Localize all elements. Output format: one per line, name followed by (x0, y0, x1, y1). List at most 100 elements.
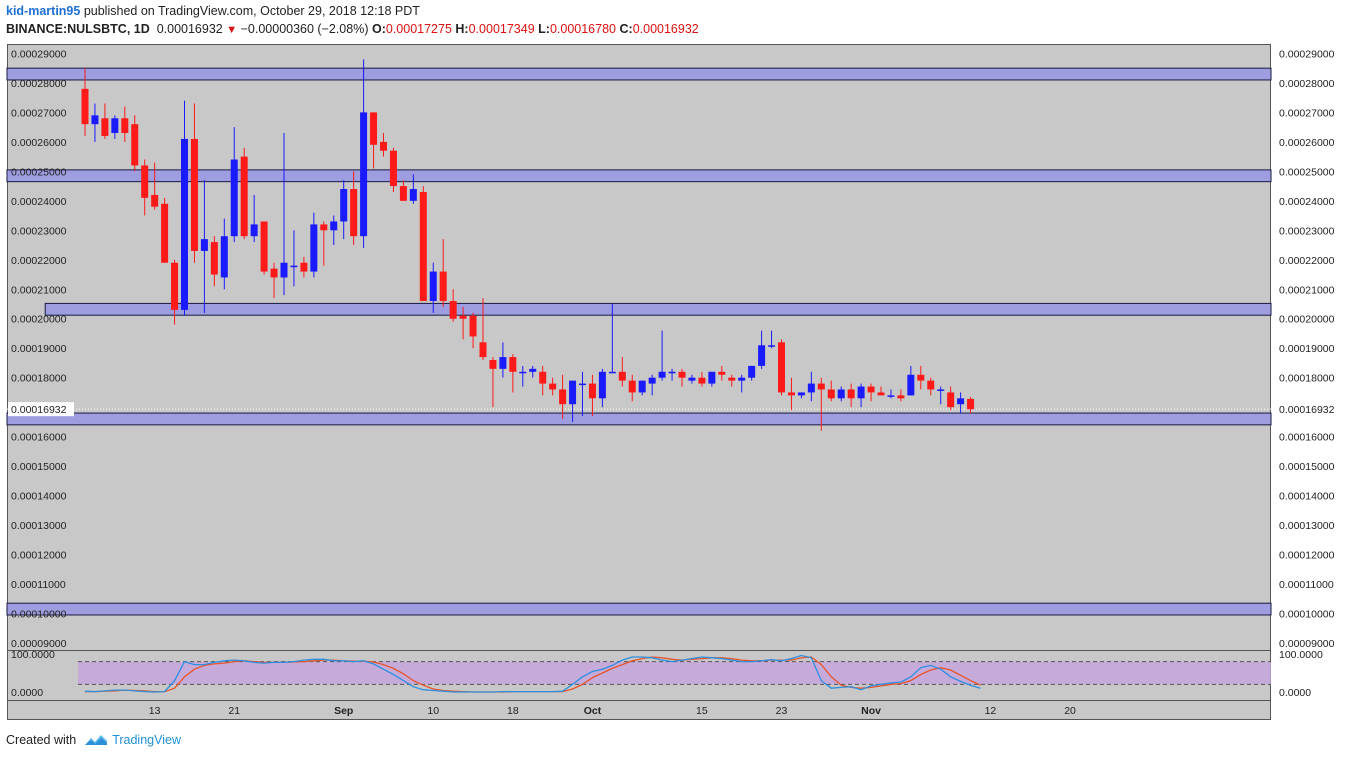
candle (598, 368, 606, 408)
candle-body (728, 377, 736, 381)
candle-body (409, 189, 417, 201)
y-tick-label-left: 0.00014000 (11, 491, 67, 503)
y-tick-label-right: 0.00020000 (1279, 314, 1335, 326)
support-resistance-zone (6, 67, 1272, 81)
y-tick-label-left: 0.00025000 (11, 166, 67, 178)
candle (260, 221, 268, 275)
candle (270, 262, 278, 299)
tradingview-link[interactable]: TradingView (112, 733, 181, 747)
candle (409, 174, 417, 204)
candle (797, 392, 805, 399)
x-tick-label: 23 (776, 705, 788, 717)
candle (628, 374, 636, 402)
y-tick-label-right: 0.00014000 (1279, 491, 1335, 503)
candle (778, 339, 785, 396)
x-tick-label: 12 (985, 705, 997, 717)
candle-body (389, 150, 397, 187)
y-tick-label-right: 0.00029000 (1279, 48, 1335, 60)
candle-body (738, 377, 746, 381)
candle (718, 365, 726, 381)
candle-body (748, 365, 756, 378)
candle-body (917, 374, 925, 381)
x-tick-label: 13 (149, 705, 161, 717)
candle-body (957, 398, 965, 405)
high-label: H: (455, 22, 469, 36)
candle (827, 380, 835, 402)
y-tick-label-left: 0.00020000 (11, 314, 67, 326)
candle-body (897, 395, 905, 399)
y-tick-label-right: 0.00012000 (1279, 550, 1335, 562)
candle (519, 365, 527, 387)
candle (957, 392, 965, 414)
candle (529, 365, 537, 378)
candle-body (807, 383, 815, 393)
candle (469, 312, 477, 349)
candle-body (320, 224, 328, 231)
candle-body (459, 315, 467, 319)
candle-body (658, 371, 666, 378)
y-tick-label-right: 0.00025000 (1279, 166, 1335, 178)
author-link[interactable]: kid-martin95 (6, 4, 81, 18)
last-price-badge-left (8, 402, 74, 417)
footer: Created with TradingView (6, 733, 181, 747)
candle-body (678, 371, 686, 378)
candle (300, 256, 308, 278)
y-tick-label-left: 0.00022000 (11, 255, 67, 267)
down-triangle-icon: ▼ (226, 24, 238, 36)
candle (419, 186, 427, 302)
candle (320, 221, 328, 266)
candle (489, 357, 497, 408)
y-tick-label-right: 0.00023000 (1279, 225, 1335, 237)
candle-body (608, 371, 616, 374)
candle-body (270, 268, 278, 278)
candle (807, 371, 815, 402)
candle (688, 374, 696, 384)
stoch-band (78, 661, 1271, 685)
candle (618, 357, 626, 387)
candle-body (648, 377, 656, 384)
candle (937, 386, 945, 405)
low-label: L: (538, 22, 550, 36)
candle-body (330, 221, 338, 231)
candle-body (539, 371, 547, 384)
candle-body (489, 360, 497, 369)
candle-body (887, 395, 895, 397)
y-tick-label-left: 0.00011000 (11, 579, 66, 591)
last-price-label-right: 0.00016932 (1279, 404, 1335, 416)
candle-body (161, 203, 169, 263)
candle-body (121, 118, 129, 134)
y-tick-label-left: 0.00018000 (11, 373, 67, 385)
candle-body (529, 368, 537, 372)
candle-body (559, 389, 567, 405)
created-with-text: Created with (6, 733, 77, 747)
candle-body (200, 239, 208, 251)
candle-body (927, 380, 935, 390)
last-price: 0.00016932 (156, 22, 223, 36)
candle (280, 133, 288, 296)
y-tick-label-left: 0.00021000 (11, 284, 67, 296)
candle-body (618, 371, 626, 381)
symbol-label: BINANCE:NULSBTC, 1D (6, 22, 150, 36)
support-resistance-zone (6, 412, 1272, 426)
y-tick-label-left: 0.00013000 (11, 520, 67, 532)
candle-body (907, 374, 915, 396)
candle (399, 180, 407, 201)
support-resistance-zone (6, 169, 1272, 183)
stoch-level-right: 0.0000 (1279, 687, 1311, 699)
candle-body (370, 112, 378, 145)
y-tick-label-right: 0.00013000 (1279, 520, 1335, 532)
candle-body (250, 224, 258, 237)
candle (509, 354, 517, 393)
y-tick-label-right: 0.00010000 (1279, 609, 1335, 621)
candle (250, 194, 258, 243)
candle-body (101, 118, 109, 136)
candle (917, 365, 925, 390)
candle-body (509, 357, 517, 372)
candle-body (817, 383, 825, 390)
candle-body (499, 357, 507, 369)
symbol-line: BINANCE:NULSBTC, 1D 0.00016932 ▼ −0.0000… (6, 22, 699, 36)
candle (817, 377, 825, 431)
publish-line: kid-martin95 published on TradingView.co… (6, 4, 420, 18)
x-tick-label: 15 (696, 705, 708, 717)
